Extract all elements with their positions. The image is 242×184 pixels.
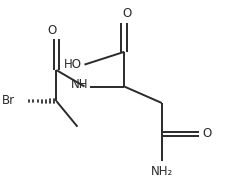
- Text: NH₂: NH₂: [151, 165, 173, 178]
- Text: Br: Br: [2, 94, 15, 107]
- Text: O: O: [122, 7, 131, 20]
- Text: O: O: [203, 127, 212, 140]
- Text: HO: HO: [64, 58, 82, 71]
- Text: O: O: [47, 24, 56, 37]
- Text: NH: NH: [70, 78, 88, 91]
